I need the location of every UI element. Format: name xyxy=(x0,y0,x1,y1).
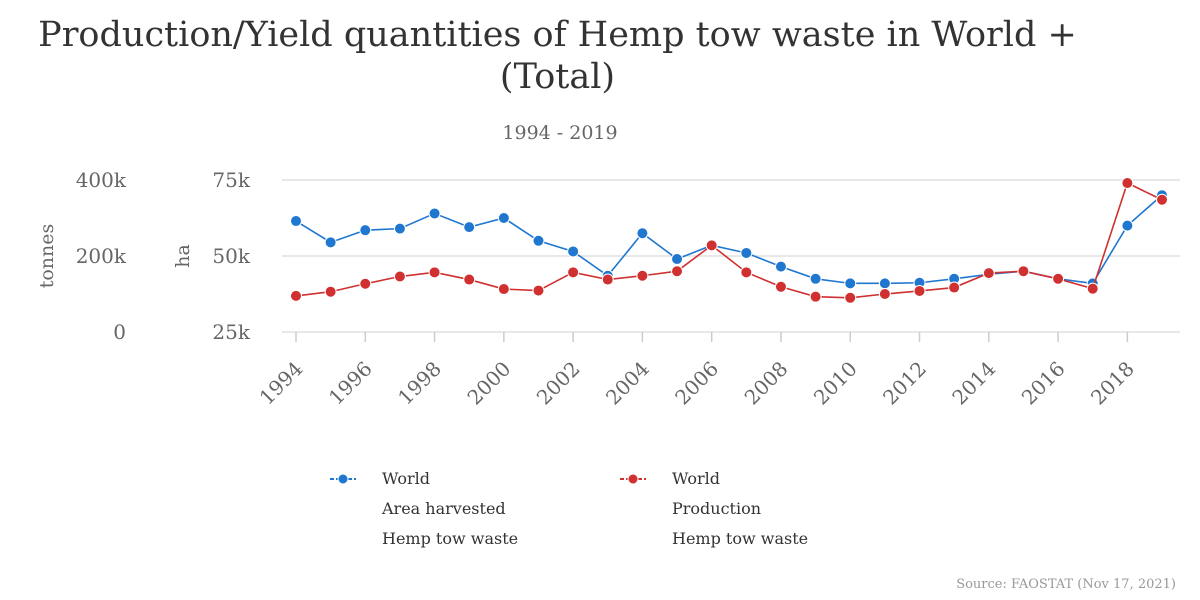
y-tick-label-tonnes: 0 xyxy=(113,320,126,344)
source-credit: Source: FAOSTAT (Nov 17, 2021) xyxy=(956,577,1176,592)
chart-subtitle: 1994 - 2019 xyxy=(502,122,618,144)
data-point xyxy=(878,277,891,290)
x-tick-label: 2004 xyxy=(601,357,654,410)
data-point xyxy=(463,273,476,286)
x-tick-label: 2012 xyxy=(878,357,931,410)
data-point xyxy=(1121,219,1134,232)
x-tick-label: 2016 xyxy=(1017,357,1070,410)
data-point xyxy=(1121,177,1134,190)
legend-label-line: Hemp tow waste xyxy=(672,529,809,548)
data-point xyxy=(636,269,649,282)
y-tick-label-tonnes: 200k xyxy=(76,244,127,268)
axes: 400k 200k 0 75k 50k 25k tonnes ha 1994 1996 1998 20… xyxy=(36,168,1139,410)
chart-title-line-2: (Total) xyxy=(499,57,616,97)
data-point xyxy=(393,222,406,235)
data-point xyxy=(774,280,787,293)
legend-item-production[interactable]: World Production Hemp tow waste xyxy=(620,464,808,554)
x-tick-label: 1996 xyxy=(324,357,377,410)
data-point xyxy=(671,265,684,278)
x-tick-label: 2014 xyxy=(947,357,1000,410)
y-tick-label-ha: 50k xyxy=(212,244,250,268)
series-line xyxy=(295,181,1163,299)
x-tick-label: 2008 xyxy=(740,357,793,410)
data-point xyxy=(878,288,891,300)
legend-symbol-production xyxy=(620,464,668,494)
data-point xyxy=(359,277,372,290)
data-point xyxy=(1086,282,1099,295)
x-tick-label: 2000 xyxy=(462,357,515,410)
data-point xyxy=(324,236,337,249)
data-point xyxy=(359,224,372,237)
data-point xyxy=(809,272,822,285)
data-point xyxy=(290,289,302,302)
legend-label-line: Area harvested xyxy=(382,499,506,518)
data-point xyxy=(601,273,614,286)
data-point xyxy=(497,212,510,224)
data-point xyxy=(463,221,476,234)
data-point xyxy=(1156,193,1168,206)
x-tick-label: 1994 xyxy=(255,357,308,410)
data-point xyxy=(567,266,580,279)
data-point xyxy=(324,285,337,298)
chart-title: Production/Yield quantities of Hemp tow … xyxy=(0,14,1115,98)
data-point xyxy=(1017,265,1030,278)
legend-label-line: Hemp tow waste xyxy=(382,529,519,548)
data-point xyxy=(532,284,545,297)
grid-lines xyxy=(282,179,1180,333)
data-point xyxy=(1052,272,1065,285)
data-point xyxy=(532,234,545,247)
y-tick-label-tonnes: 400k xyxy=(76,168,127,192)
legend-label-line: Production xyxy=(672,499,762,518)
y-tick-label-ha: 25k xyxy=(212,320,250,344)
data-point xyxy=(809,290,822,303)
y-axis-title-ha: ha xyxy=(172,244,194,268)
x-tick-label: 1998 xyxy=(393,357,446,410)
data-point xyxy=(913,284,926,297)
data-point xyxy=(428,266,441,279)
x-tick-label: 2006 xyxy=(670,357,723,410)
legend-label-line: World xyxy=(672,469,720,488)
data-point xyxy=(844,291,857,304)
data-point xyxy=(497,283,510,296)
data-point xyxy=(844,277,857,290)
series-line xyxy=(295,194,1163,285)
x-tick-label: 2010 xyxy=(809,357,862,410)
data-point xyxy=(740,266,753,279)
legend-symbol-area-harvested xyxy=(330,464,378,494)
chart-title-line-1: Production/Yield quantities of Hemp tow … xyxy=(38,15,1077,55)
data-point xyxy=(567,245,580,258)
x-tick-label: 2002 xyxy=(532,357,585,410)
y-axis-title-tonnes: tonnes xyxy=(36,224,58,289)
data-point xyxy=(636,227,649,240)
data-point xyxy=(705,239,718,252)
data-point xyxy=(428,207,441,220)
data-point xyxy=(774,260,787,273)
legend-label-line: World xyxy=(382,469,430,488)
x-tick-label: 2018 xyxy=(1086,357,1139,410)
series xyxy=(290,177,1168,304)
data-point xyxy=(948,281,961,294)
data-point xyxy=(740,246,753,259)
data-point xyxy=(393,270,406,283)
data-point xyxy=(982,267,995,280)
y-tick-label-ha: 75k xyxy=(212,168,250,192)
data-point xyxy=(290,215,302,228)
legend-item-area-harvested[interactable]: World Area harvested Hemp tow waste xyxy=(330,464,518,554)
data-point xyxy=(671,253,684,266)
